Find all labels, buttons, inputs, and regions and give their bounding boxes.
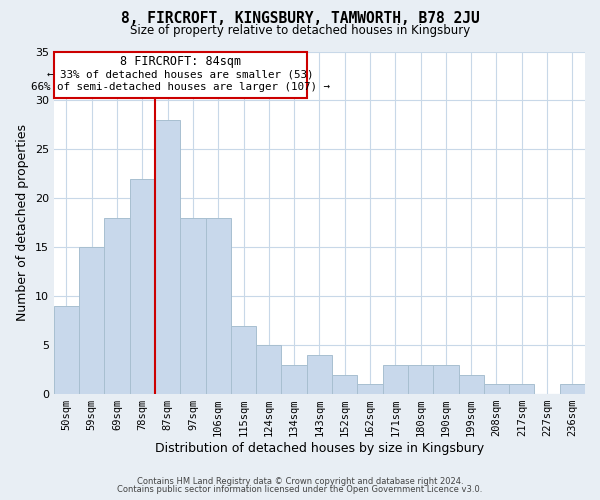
Bar [130,178,155,394]
Bar [358,384,383,394]
Bar [104,218,130,394]
Text: 66% of semi-detached houses are larger (107) →: 66% of semi-detached houses are larger (… [31,82,330,92]
Text: 8, FIRCROFT, KINGSBURY, TAMWORTH, B78 2JU: 8, FIRCROFT, KINGSBURY, TAMWORTH, B78 2J… [121,11,479,26]
Text: ← 33% of detached houses are smaller (53): ← 33% of detached houses are smaller (53… [47,69,314,79]
Bar [256,345,281,394]
Bar [458,374,484,394]
Bar [206,218,231,394]
Bar [54,306,79,394]
Bar [332,374,358,394]
Bar [408,364,433,394]
Bar [383,364,408,394]
Bar [180,218,206,394]
Bar [560,384,585,394]
X-axis label: Distribution of detached houses by size in Kingsbury: Distribution of detached houses by size … [155,442,484,455]
Bar [281,364,307,394]
Bar [509,384,535,394]
Bar [433,364,458,394]
Bar [155,120,180,394]
Text: Size of property relative to detached houses in Kingsbury: Size of property relative to detached ho… [130,24,470,37]
Text: Contains public sector information licensed under the Open Government Licence v3: Contains public sector information licen… [118,485,482,494]
Y-axis label: Number of detached properties: Number of detached properties [16,124,29,322]
Bar [79,248,104,394]
FancyBboxPatch shape [54,52,307,98]
Text: Contains HM Land Registry data © Crown copyright and database right 2024.: Contains HM Land Registry data © Crown c… [137,477,463,486]
Bar [484,384,509,394]
Bar [307,355,332,394]
Bar [231,326,256,394]
Text: 8 FIRCROFT: 84sqm: 8 FIRCROFT: 84sqm [120,55,241,68]
